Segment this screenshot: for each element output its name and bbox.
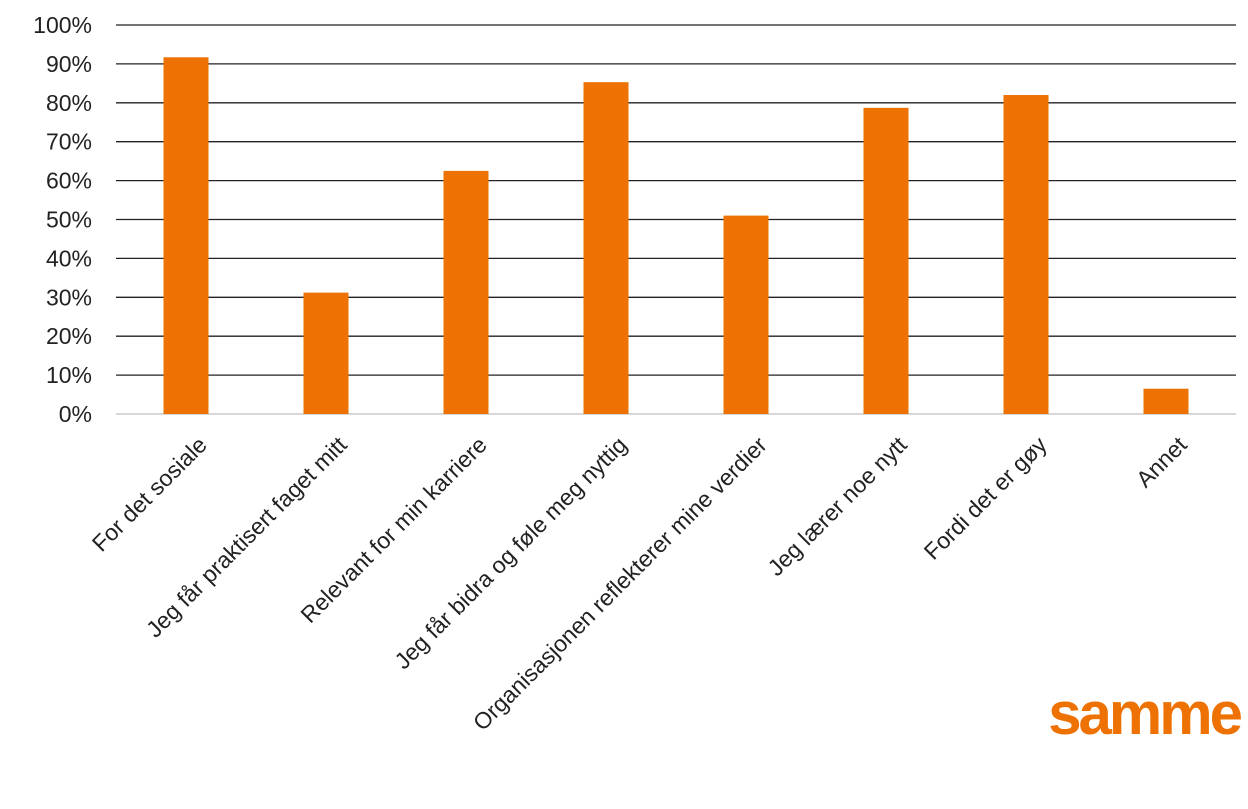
x-category-label: For det sosiale [87,431,212,556]
y-tick-label: 30% [46,284,92,310]
x-category-label: Organisasjonen reflekterer mine verdier [468,431,772,735]
y-tick-label: 20% [46,323,92,349]
x-category-label: Annet [1131,431,1192,492]
y-tick-label: 60% [46,168,92,194]
x-category-label: Jeg får bidra og føle meg nyttig [389,431,632,674]
gridlines [116,24,1236,415]
y-tick-label: 80% [46,90,92,116]
samme-logo: samme [1048,680,1243,747]
bar [303,292,349,414]
bar [723,215,769,414]
y-tick-label: 0% [59,401,92,427]
x-category-label: Jeg lærer noe nytt [762,431,912,581]
bar [1143,388,1189,414]
y-axis-tick-labels: 0% 10% 20% 30% 40% 50% 60% 70% 80% 90% 100% [33,12,92,427]
y-tick-label: 10% [46,362,92,388]
bar [163,57,209,415]
y-tick-label: 100% [33,12,92,38]
y-tick-label: 90% [46,51,92,77]
x-category-label: Fordi det er gøy [919,431,1053,565]
bar [863,107,909,415]
y-tick-label: 40% [46,245,92,271]
bar [583,82,629,415]
bars [163,57,1189,415]
y-tick-label: 50% [46,207,92,233]
y-tick-label: 70% [46,129,92,155]
bar [443,170,489,414]
bar [1003,95,1049,415]
